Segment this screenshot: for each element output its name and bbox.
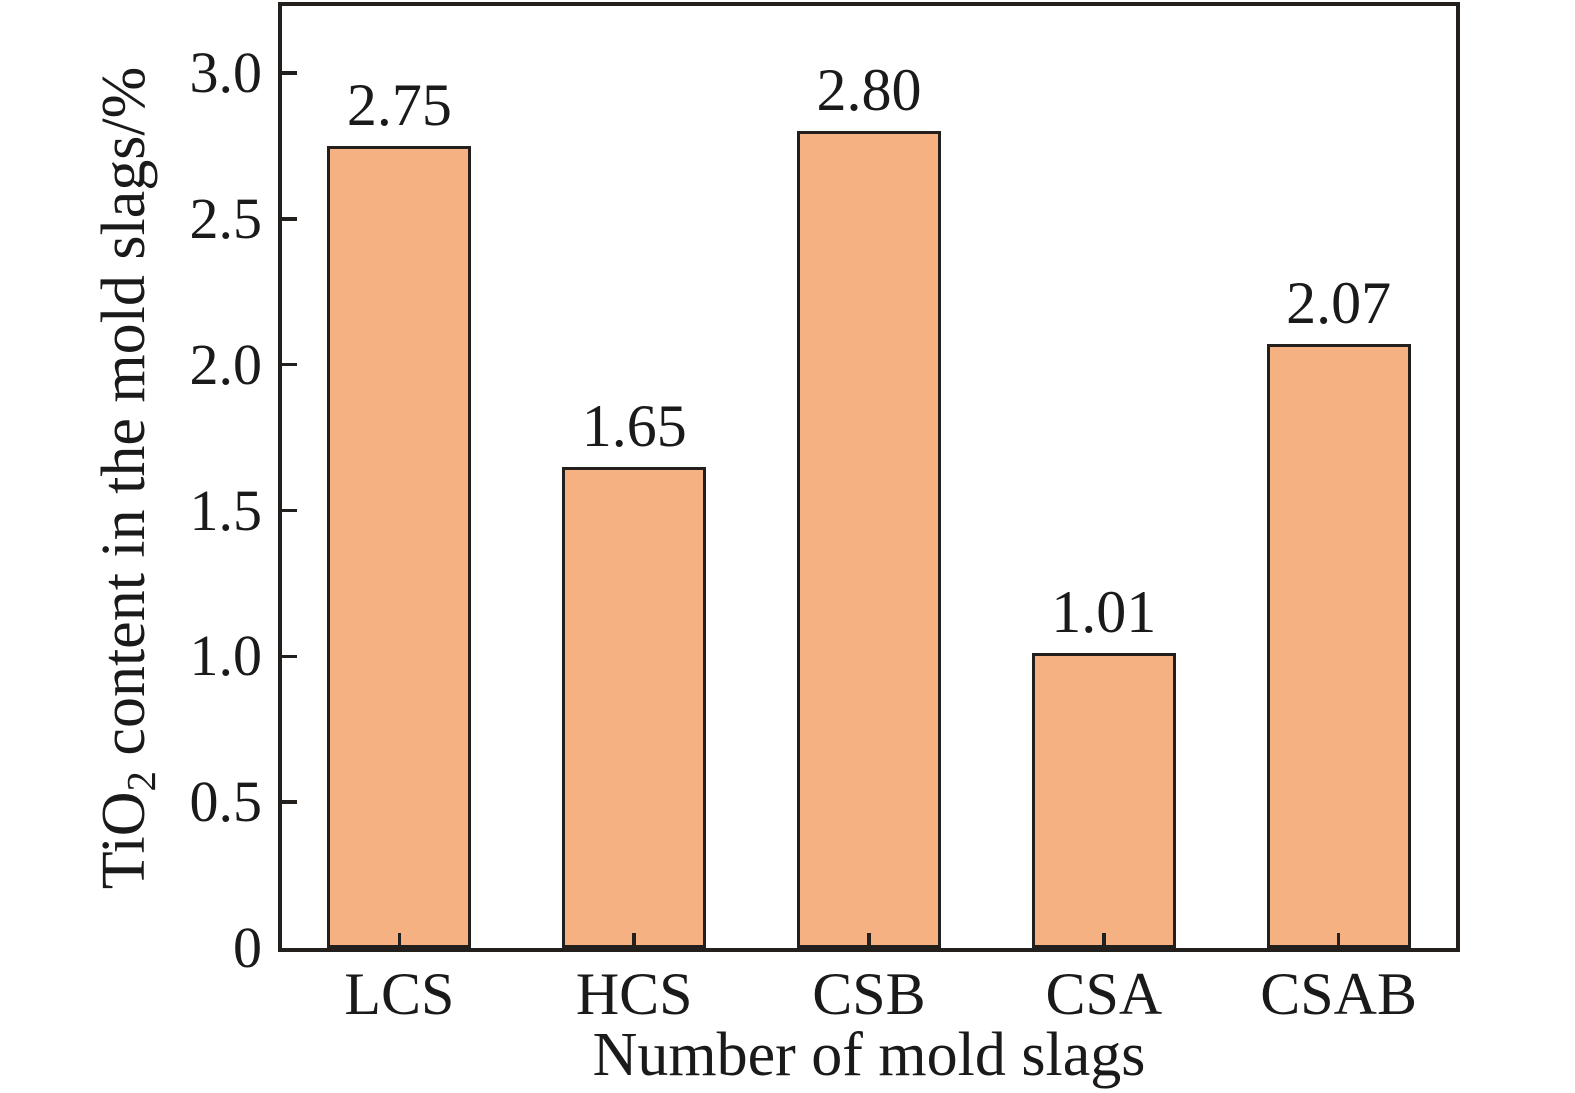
y-tick-0.5 [282, 800, 297, 804]
x-tick-csab [1336, 933, 1341, 948]
bar-value-label-hcs: 1.65 [581, 392, 687, 459]
y-tick-1.5 [282, 508, 297, 513]
x-tick-label-lcs: LCS [344, 961, 455, 1027]
y-tick-3.0 [282, 71, 297, 75]
plot-area: 2.75 1.65 2.80 1.01 2.07 [278, 2, 1460, 952]
y-tick-2.0 [282, 362, 297, 367]
bar-lcs [327, 146, 472, 948]
y-tick-label-1.5: 1.5 [189, 477, 263, 543]
y-tick-label-2.0: 2.0 [189, 331, 263, 397]
x-tick-lcs [397, 933, 402, 948]
x-tick-label-csa: CSA [1045, 961, 1163, 1027]
x-axis-title: Number of mold slags [592, 1021, 1146, 1089]
y-tick-label-3.0: 3.0 [189, 40, 263, 106]
x-tick-hcs [632, 933, 636, 948]
y-tick-label-0.5: 0.5 [189, 769, 263, 835]
bar-csab [1266, 344, 1411, 948]
bar-csa [1031, 653, 1176, 948]
y-tick-2.5 [282, 217, 297, 221]
y-tick-label-1.0: 1.0 [189, 623, 263, 689]
x-tick-label-csab: CSAB [1260, 961, 1417, 1027]
y-tick-1.0 [282, 654, 297, 659]
y-tick-label-0: 0 [233, 915, 262, 980]
bar-value-label-csa: 1.01 [1051, 579, 1157, 646]
x-tick-label-hcs: HCS [575, 961, 693, 1027]
bar-value-label-csab: 2.07 [1286, 270, 1392, 337]
bar-csb [797, 131, 941, 948]
bar-hcs [562, 466, 707, 948]
y-tick-label-2.5: 2.5 [189, 185, 263, 251]
bar-value-label-csb: 2.80 [816, 57, 922, 124]
x-tick-csa [1102, 933, 1106, 948]
x-tick-csb [867, 933, 871, 948]
x-tick-label-csb: CSB [812, 961, 926, 1027]
bar-value-label-lcs: 2.75 [346, 72, 452, 138]
